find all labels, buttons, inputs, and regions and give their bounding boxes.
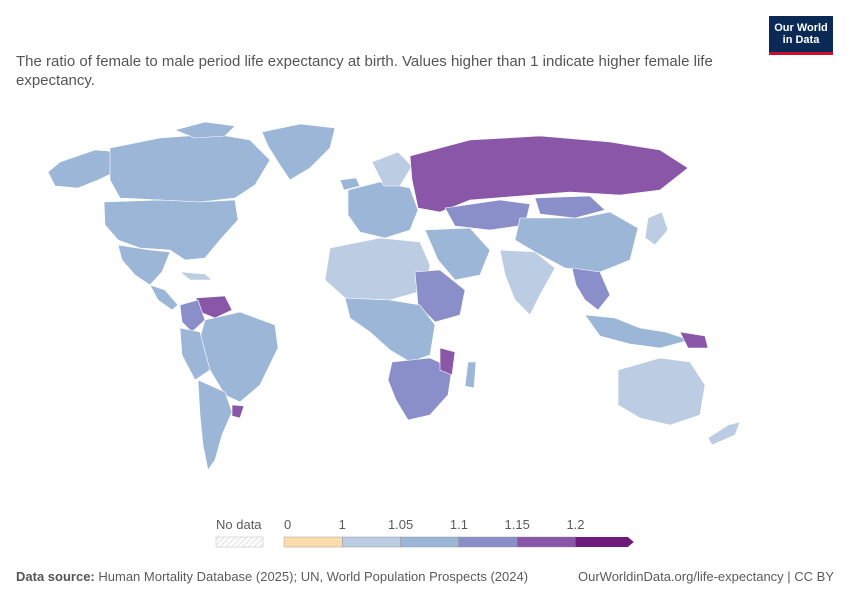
data-source-text: Human Mortality Database (2025); UN, Wor…	[98, 569, 529, 584]
region-canada-arctic[interactable]	[174, 121, 236, 139]
source-url[interactable]: OurWorldinData.org/life-expectancy | CC …	[577, 569, 834, 584]
legend-bin-5	[575, 537, 634, 547]
region-india[interactable]	[499, 249, 556, 316]
legend-bin-1	[342, 536, 401, 548]
world-map[interactable]	[0, 100, 850, 500]
region-colombia[interactable]	[179, 299, 206, 333]
legend-no-data-label: No data	[216, 517, 262, 532]
legend-bin-4	[517, 536, 576, 548]
region-usa[interactable]	[103, 199, 239, 261]
region-uruguay[interactable]	[231, 404, 245, 419]
region-north-africa[interactable]	[324, 237, 431, 301]
region-mongolia[interactable]	[534, 195, 606, 219]
legend-bin-2	[400, 536, 460, 548]
map-legend: No data 0 1 1.05 1.1 1.15 1.2	[0, 512, 850, 552]
legend-tick-label: 1.2	[566, 517, 584, 532]
logo-line-2: in Data	[782, 34, 820, 46]
region-central-america[interactable]	[149, 284, 179, 311]
chart-subtitle: The ratio of female to male period life …	[16, 53, 713, 89]
data-source-label: Data source:	[16, 569, 95, 584]
region-scandinavia[interactable]	[371, 151, 413, 187]
region-papua[interactable]	[679, 331, 709, 349]
legend-tick-label: 1.15	[505, 517, 530, 532]
legend-svg: No data 0 1 1.05 1.1 1.15 1.2	[215, 517, 634, 548]
legend-no-data-swatch	[215, 536, 264, 548]
legend-bin-0	[283, 536, 343, 548]
chart-footer: Data source: Human Mortality Database (2…	[16, 569, 834, 584]
legend-tick-label: 0	[284, 517, 291, 532]
region-canada[interactable]	[109, 133, 271, 203]
legend-tick-label: 1.1	[450, 517, 468, 532]
region-japan[interactable]	[644, 211, 669, 246]
region-caribbean[interactable]	[179, 271, 213, 281]
region-greenland[interactable]	[261, 123, 336, 181]
legend-bin-3	[458, 536, 518, 548]
region-argentina-chile[interactable]	[197, 379, 233, 471]
region-central-africa[interactable]	[344, 297, 436, 363]
region-madagascar[interactable]	[464, 361, 477, 389]
region-peru-bolivia[interactable]	[179, 327, 211, 381]
region-southern-africa[interactable]	[387, 357, 453, 421]
region-australia[interactable]	[617, 357, 706, 426]
region-se-asia[interactable]	[571, 267, 611, 311]
region-russia[interactable]	[409, 135, 689, 213]
owid-logo[interactable]: Our World in Data	[769, 16, 833, 55]
logo-line-1: Our World	[774, 22, 828, 34]
region-middle-east[interactable]	[424, 227, 491, 281]
region-new-zealand[interactable]	[707, 421, 741, 446]
region-alaska[interactable]	[47, 149, 121, 189]
region-europe[interactable]	[347, 181, 419, 239]
data-source: Data source: Human Mortality Database (2…	[16, 569, 528, 584]
legend-tick-label: 1	[339, 517, 346, 532]
region-china[interactable]	[514, 211, 639, 273]
region-indonesia[interactable]	[584, 314, 692, 349]
region-mozambique[interactable]	[439, 347, 456, 376]
region-mexico[interactable]	[117, 244, 171, 286]
world-map-svg	[47, 121, 741, 471]
region-iceland[interactable]	[339, 177, 361, 191]
legend-tick-label: 1.05	[388, 517, 413, 532]
